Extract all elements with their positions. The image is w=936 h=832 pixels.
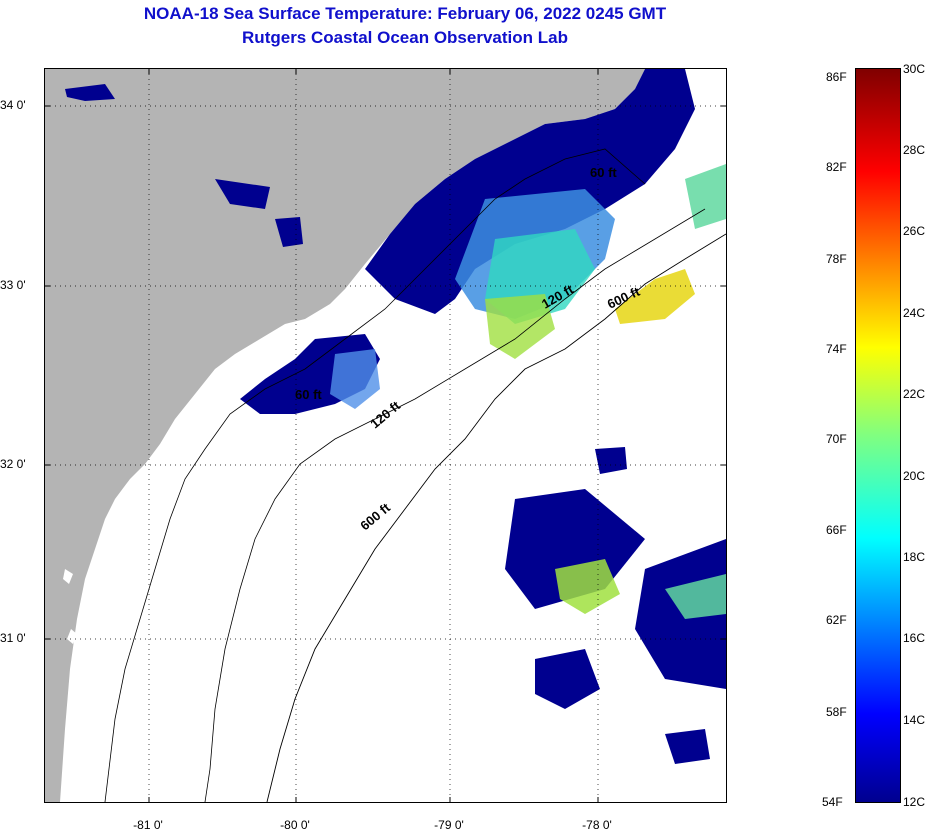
cold-water-patch — [665, 729, 710, 764]
warm-water-gulfstream — [615, 269, 695, 324]
map-title: NOAA-18 Sea Surface Temperature: Februar… — [143, 4, 667, 23]
contour-label: 120 ft — [367, 398, 403, 432]
lon-tick-label: -81 0' — [133, 818, 163, 832]
colorbar-c-label: 26C — [903, 224, 926, 238]
colorbar-f-label: 74F — [826, 342, 847, 356]
land-specks — [63, 569, 77, 644]
warm-water-gulfstream — [330, 349, 380, 409]
cold-water-patch — [215, 179, 270, 209]
cold-water-main — [365, 69, 695, 314]
colorbar-f-label: 86F — [826, 70, 847, 84]
lat-tick-label: 33 0' — [0, 278, 26, 292]
colorbar-f-label: 54F — [822, 795, 843, 809]
colorbar-c-label: 28C — [903, 143, 926, 157]
map-subtitle: Rutgers Coastal Ocean Observation Lab — [242, 28, 568, 47]
colorbar-gradient — [856, 69, 900, 802]
temperature-colorbar — [855, 68, 901, 803]
land — [45, 69, 645, 802]
lon-tick-label: -79 0' — [434, 818, 464, 832]
axis-ticks — [45, 69, 726, 802]
contour-label: 60 ft — [295, 387, 322, 402]
warm-water-gulfstream — [665, 574, 726, 619]
colorbar-c-label: 12C — [903, 795, 926, 809]
warm-water-gulfstream — [485, 294, 555, 359]
contour-label: 60 ft — [590, 165, 617, 180]
sst-map: 60 ft 120 ft 600 ft 60 ft 120 ft 600 ft — [44, 68, 727, 803]
colorbar-f-label: 70F — [826, 432, 847, 446]
warm-water-gulfstream — [685, 164, 726, 229]
cold-water-patch — [535, 649, 600, 709]
colorbar-f-label: 58F — [826, 705, 847, 719]
colorbar-f-label: 78F — [826, 252, 847, 266]
warm-water-gulfstream — [555, 559, 620, 614]
lon-tick-label: -78 0' — [582, 818, 612, 832]
graticule — [45, 69, 726, 802]
contour-label: 600 ft — [357, 500, 393, 534]
colorbar-c-label: 14C — [903, 713, 926, 727]
lat-tick-label: 31 0' — [0, 631, 26, 645]
cold-water-patch — [595, 447, 627, 474]
colorbar-f-label: 62F — [826, 613, 847, 627]
sst-map-svg: 60 ft 120 ft 600 ft 60 ft 120 ft 600 ft — [45, 69, 726, 802]
cold-water-patch — [65, 84, 115, 101]
lon-tick-label: -80 0' — [280, 818, 310, 832]
lat-tick-label: 34 0' — [0, 98, 26, 112]
cold-water-patch — [635, 539, 726, 689]
colorbar-c-label: 22C — [903, 387, 926, 401]
colorbar-f-label: 66F — [826, 523, 847, 537]
colorbar-f-label: 82F — [826, 160, 847, 174]
colorbar-c-label: 20C — [903, 469, 926, 483]
colorbar-c-label: 30C — [903, 62, 926, 76]
bathymetry-contour-60ft — [104, 148, 646, 802]
colorbar-c-label: 24C — [903, 306, 926, 320]
colorbar-c-label: 16C — [903, 631, 926, 645]
lat-tick-label: 32 0' — [0, 457, 26, 471]
colorbar-c-label: 18C — [903, 550, 926, 564]
bathymetry-contour-120ft — [204, 208, 706, 802]
